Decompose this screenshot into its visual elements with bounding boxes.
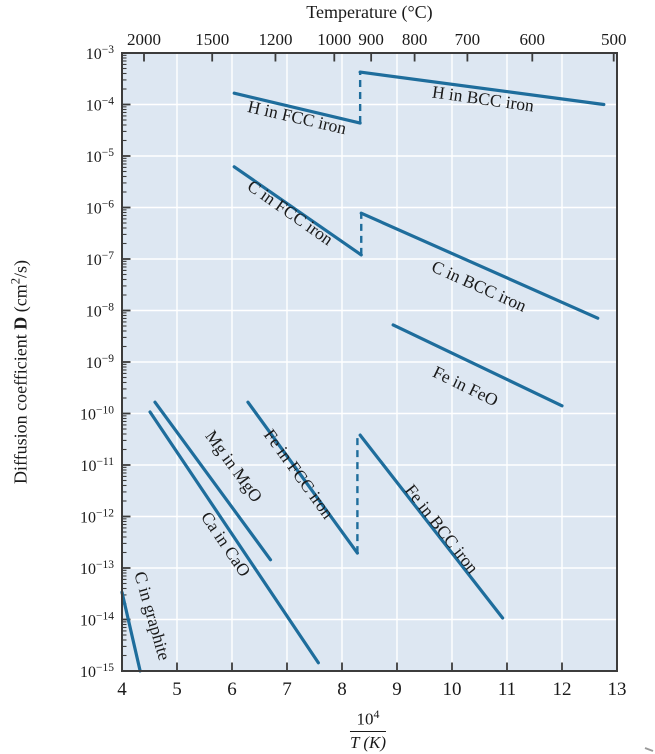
y-tick-label: 10−12 — [80, 508, 114, 527]
y-axis-title-unit-close: /s) — [10, 259, 31, 278]
y-tick-label: 10−11 — [80, 456, 114, 475]
x-axis-title: 104 T (K) — [349, 704, 387, 753]
y-axis-title-unit-open: (cm — [10, 284, 31, 317]
top-axis-tick-label: 1200 — [258, 30, 292, 49]
y-axis-title-symbol: D — [10, 316, 31, 330]
series-line-h-in-bcc-iron — [358, 70, 606, 107]
series-line-c-in-fcc-iron — [232, 165, 363, 257]
series-line-fe-in-feo — [391, 323, 564, 408]
top-axis-tick-label: 700 — [455, 30, 481, 49]
y-axis-title-unit-exponent: 2 — [8, 277, 23, 285]
top-axis-tick-label: 1000 — [317, 30, 351, 49]
top-axis-tick-label: 1500 — [195, 30, 229, 49]
y-tick-label: 10−8 — [86, 302, 114, 321]
series-line-fe-in-bcc-iron — [358, 433, 505, 620]
y-tick-label: 10−6 — [86, 199, 114, 218]
x-tick-label: 13 — [608, 679, 627, 700]
y-tick-label: 10−14 — [80, 611, 114, 630]
y-tick-label: 10−7 — [86, 250, 114, 269]
y-tick-label: 10−5 — [86, 147, 114, 166]
top-axis-tick-label: 2000 — [127, 30, 161, 49]
x-axis-title-denominator: T (K) — [349, 732, 387, 752]
top-axis-tick-label: 600 — [520, 30, 546, 49]
y-tick-label: 10−15 — [80, 662, 114, 681]
x-tick-label: 5 — [172, 679, 182, 700]
x-tick-label: 9 — [392, 679, 402, 700]
top-axis-title: Temperature (°C) — [306, 2, 433, 22]
series-line-h-in-fcc-iron — [232, 91, 362, 125]
x-axis-title-numerator: 104 — [349, 704, 387, 732]
series-line-c-in-graphite — [120, 590, 142, 673]
y-tick-label: 10−4 — [86, 96, 114, 115]
y-tick-label: 10−13 — [80, 559, 114, 578]
y-tick-label: 10−10 — [80, 405, 114, 424]
series-line-ca-in-cao — [148, 410, 320, 665]
top-axis-tick-label: 500 — [601, 30, 627, 49]
y-tick-label: 10−3 — [86, 44, 114, 63]
series-line-c-in-bcc-iron — [359, 211, 600, 320]
series-line-fe-in-fcc-iron — [246, 400, 359, 555]
x-tick-label: 6 — [227, 679, 237, 700]
x-tick-label: 10 — [443, 679, 462, 700]
top-axis-tick-label: 900 — [358, 30, 384, 49]
x-tick-label: 12 — [553, 679, 572, 700]
y-tick-label: 10−9 — [86, 353, 114, 372]
series-line-mg-in-mgo — [153, 400, 273, 562]
plot-frame — [121, 52, 618, 672]
x-tick-label: 8 — [337, 679, 347, 700]
y-axis-title-prefix: Diffusion coefficient — [10, 329, 31, 485]
corner-scan-artifact — [644, 747, 654, 752]
y-axis-title: Diffusion coefficient D (cm2/s) — [9, 260, 32, 484]
x-tick-label: 7 — [282, 679, 292, 700]
x-tick-label: 4 — [117, 679, 127, 700]
x-tick-label: 11 — [498, 679, 516, 700]
top-axis-tick-label: 800 — [402, 30, 428, 49]
